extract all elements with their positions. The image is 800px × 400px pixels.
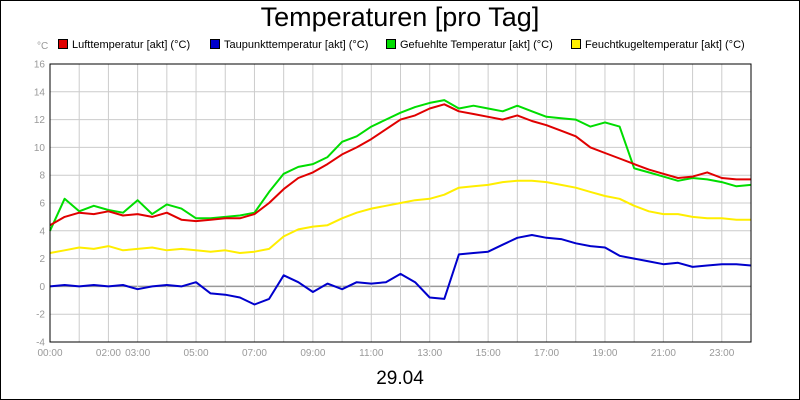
x-tick-label: 15:00 bbox=[476, 348, 501, 359]
legend-item-feuchtkugeltemperatur: Feuchtkugeltemperatur [akt] (°C) bbox=[571, 38, 745, 52]
x-tick-label: 03:00 bbox=[125, 348, 150, 359]
legend-item-lufttemperatur: Lufttemperatur [akt] (°C) bbox=[58, 38, 190, 52]
legend-item-taupunkttemperatur: Taupunkttemperatur [akt] (°C) bbox=[210, 38, 368, 52]
legend-swatch-taupunkttemperatur bbox=[210, 39, 220, 49]
x-tick-label: 02:00 bbox=[96, 348, 121, 359]
legend-label-feuchtkugeltemperatur: Feuchtkugeltemperatur [akt] (°C) bbox=[585, 39, 745, 51]
y-tick-label: 4 bbox=[39, 226, 45, 237]
x-tick-label: 00:00 bbox=[37, 348, 62, 359]
legend-label-gefuehlte-temperatur: Gefuehlte Temperatur [akt] (°C) bbox=[400, 39, 553, 51]
series-lines bbox=[49, 99, 752, 306]
series-line-2 bbox=[49, 99, 752, 232]
y-tick-label: 8 bbox=[39, 171, 45, 182]
legend-item-gefuehlte-temperatur: Gefuehlte Temperatur [akt] (°C) bbox=[386, 38, 553, 52]
x-tick-label: 23:00 bbox=[709, 348, 734, 359]
y-tick-label: 12 bbox=[34, 115, 46, 126]
x-tick-label: 19:00 bbox=[592, 348, 617, 359]
x-axis-ticks: 00:00 02:00 03:00 05:00 07:00 09:00 11:00 13:00… bbox=[37, 348, 734, 359]
y-tick-label: 2 bbox=[39, 254, 45, 265]
x-tick-label: 17:00 bbox=[534, 348, 559, 359]
y-tick-label: 0 bbox=[39, 282, 45, 293]
legend-swatch-feuchtkugeltemperatur bbox=[571, 39, 581, 49]
y-axis-ticks: 16 14 12 10 8 6 4 2 0 -2 -4 bbox=[34, 60, 46, 349]
y-tick-label: -2 bbox=[36, 310, 45, 321]
date-label: 29.04 bbox=[376, 368, 424, 389]
y-tick-label: 6 bbox=[39, 199, 45, 210]
x-tick-label: 11:00 bbox=[359, 348, 384, 359]
x-tick-label: 07:00 bbox=[242, 348, 267, 359]
x-tick-label: 21:00 bbox=[651, 348, 676, 359]
series-line-1 bbox=[49, 234, 752, 306]
legend-label-taupunkttemperatur: Taupunkttemperatur [akt] (°C) bbox=[224, 39, 369, 51]
y-tick-label: 14 bbox=[34, 87, 46, 98]
y-tick-label: 16 bbox=[34, 60, 46, 71]
legend-swatch-gefuehlte-temperatur bbox=[386, 39, 396, 49]
y-unit-label: °C bbox=[37, 41, 49, 52]
x-tick-label: 05:00 bbox=[184, 348, 209, 359]
series-line-3 bbox=[49, 179, 751, 254]
legend-label-lufttemperatur: Lufttemperatur [akt] (°C) bbox=[72, 39, 191, 51]
x-tick-label: 09:00 bbox=[300, 348, 325, 359]
legend-swatch-lufttemperatur bbox=[58, 39, 68, 49]
y-tick-label: -4 bbox=[36, 338, 45, 349]
series-line-0 bbox=[49, 103, 751, 227]
plot-border bbox=[49, 63, 752, 343]
chart-title: Temperaturen [pro Tag] bbox=[260, 2, 540, 32]
y-tick-label: 10 bbox=[34, 143, 46, 154]
x-tick-label: 13:00 bbox=[417, 348, 442, 359]
